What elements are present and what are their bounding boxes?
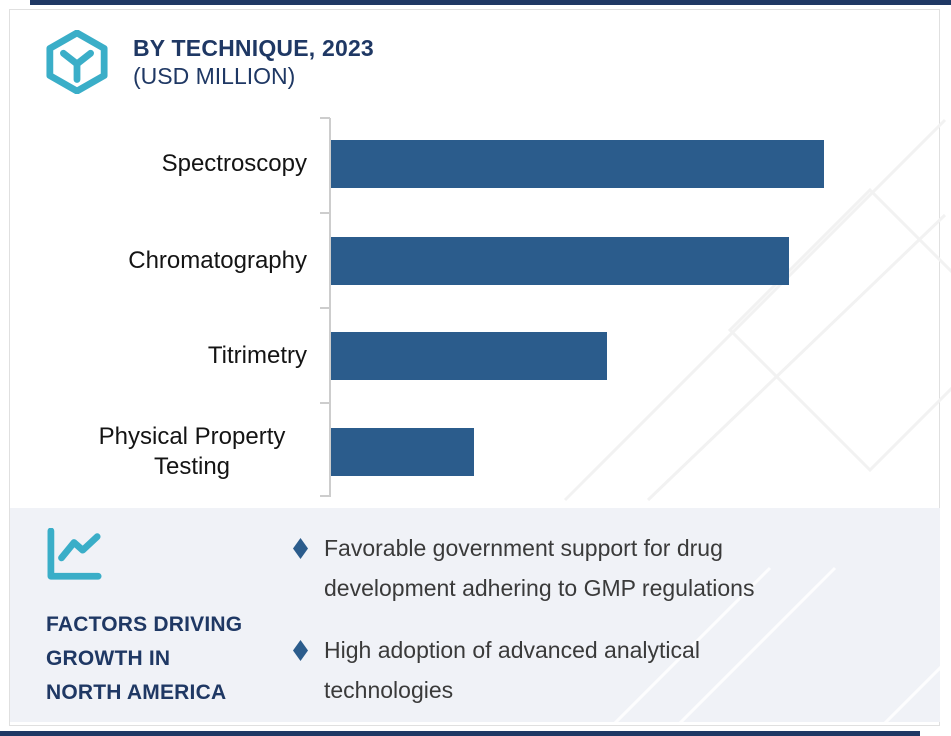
category-axis [329,118,331,497]
axis-tick [320,117,330,119]
bar-physical-property-testing [331,428,474,476]
line-chart-icon [47,528,102,580]
category-label-physical-property-testing: Physical Property Testing [98,423,286,480]
chart-title-line1: BY TECHNIQUE, 2023 [133,35,374,61]
bar-titrimetry [331,332,607,380]
category-label-spectroscopy: Spectroscopy [161,150,307,177]
bar-chromatography [331,237,789,285]
factors-heading-line2: GROWTH IN [46,647,171,670]
chart-title-line2: (USD MILLION) [133,63,296,89]
top-navy-rule [30,0,951,5]
factor-bullet-2: High adoption of advanced analytical tec… [293,630,754,710]
factor-bullet-2-line2: technologies [324,677,454,703]
factor-bullet-1-text: Favorable government support for drug de… [324,528,754,608]
factor-bullet-2-text: High adoption of advanced analytical tec… [324,630,700,710]
axis-tick [320,495,330,497]
axis-tick [320,402,330,404]
factors-heading-line3: NORTH AMERICA [46,681,227,704]
axis-tick [320,212,330,214]
bar-spectroscopy [331,140,824,188]
hexagon-y-logo-icon [46,30,108,94]
factor-bullet-1-line2: development adhering to GMP regulations [324,575,755,601]
factor-bullet-1: Favorable government support for drug de… [293,528,754,608]
category-label-titrimetry: Titrimetry [207,342,307,369]
factors-heading: FACTORS DRIVING GROWTH IN NORTH AMERICA [46,608,242,710]
factors-heading-line1: FACTORS DRIVING [46,613,243,636]
factor-bullet-2-line1: High adoption of advanced analytical [324,637,700,663]
diamond-bullet-icon [293,538,308,559]
factors-panel: FACTORS DRIVING GROWTH IN NORTH AMERICA … [10,508,940,722]
factors-bullet-list: Favorable government support for drug de… [293,528,754,710]
bottom-navy-rule [0,731,920,736]
axis-tick [320,307,330,309]
chart-title: BY TECHNIQUE, 2023 (USD MILLION) [133,34,374,90]
category-label-chromatography: Chromatography [128,247,307,274]
diamond-bullet-icon [293,640,308,661]
factor-bullet-1-line1: Favorable government support for drug [324,535,723,561]
